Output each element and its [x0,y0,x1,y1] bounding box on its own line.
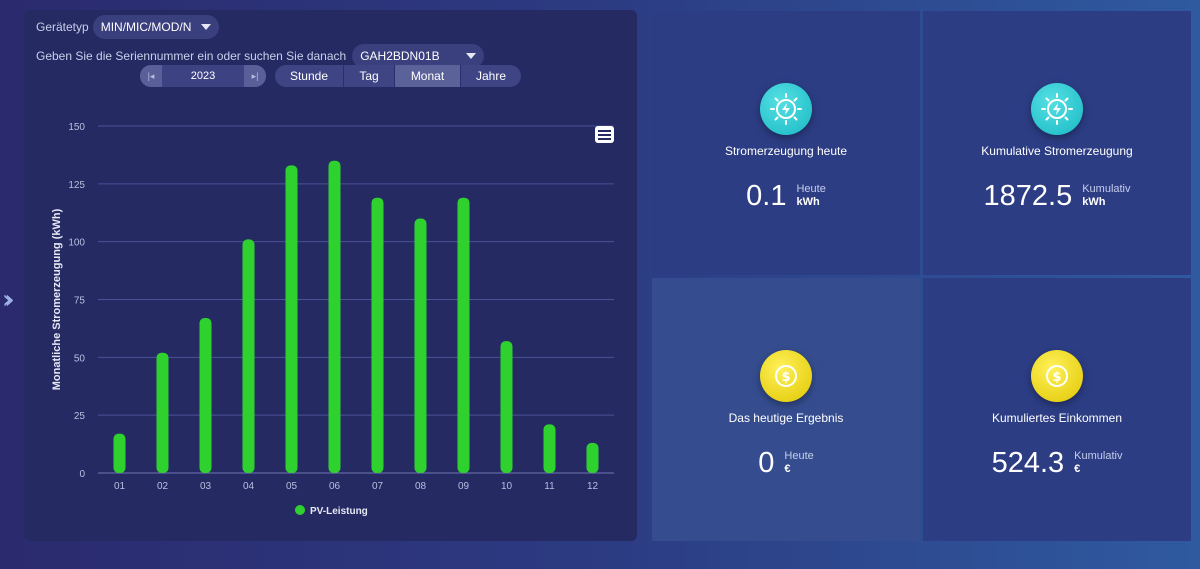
year-value[interactable]: 2023 [162,65,244,87]
period-row: |◂ 2023 ▸| Stunde Tag Monat Jahre [140,64,521,88]
x-tick-label: 01 [114,481,126,492]
x-tick-label: 10 [501,481,513,492]
bar [586,442,599,473]
y-tick-label: 50 [74,353,86,364]
x-tick-label: 12 [587,481,599,492]
y-tick-label: 75 [74,296,86,307]
tile-value: 524.3 [991,447,1065,479]
bar [371,197,384,474]
device-type-value: MIN/MIC/MOD/N [100,20,192,34]
device-type-label: Gerätetyp [36,20,89,34]
x-tick-label: 09 [458,481,470,492]
serial-row: Geben Sie die Seriennummer ein oder such… [36,44,484,68]
y-tick-label: 100 [68,238,85,249]
legend-marker [295,505,305,515]
legend-label: PV-Leistung [310,506,368,517]
bar [457,197,470,474]
tab-tag[interactable]: Tag [344,65,395,87]
chart-menu-icon[interactable] [595,126,614,143]
bar [500,341,513,473]
x-tick-label: 02 [157,481,169,492]
chevron-down-icon [201,24,212,30]
dollar-coin-icon: $ [760,350,812,402]
year-picker: |◂ 2023 ▸| [140,65,266,87]
tile-cumulative-generation: Kumulative Stromerzeugung 1872.5 Kumulat… [923,11,1191,275]
tile-value: 1872.5 [983,180,1073,212]
tile-unit-label: Heute [784,450,814,462]
y-tick-label: 150 [68,122,85,133]
tab-monat[interactable]: Monat [395,65,461,87]
chart-panel: Gerätetyp MIN/MIC/MOD/N Geben Sie die Se… [24,10,637,541]
tile-unit-label: Heute [796,183,826,195]
y-tick-label: 25 [74,411,86,422]
tile-generation-today: Stromerzeugung heute 0.1 Heute kWh [652,11,920,275]
tab-jahre[interactable]: Jahre [475,69,507,83]
svg-text:$: $ [781,370,790,385]
bar [285,165,298,473]
bar [414,218,427,473]
bar [113,433,126,473]
y-tick-label: 125 [68,180,85,191]
tile-unit-label: Kumulativ [1082,183,1131,195]
x-tick-label: 05 [286,481,298,492]
y-axis-label: Monatliche Stromerzeugung (kWh) [51,208,63,390]
y-tick-label: 0 [79,469,85,480]
dollar-coin-icon: $ [1031,350,1083,402]
tile-title: Stromerzeugung heute [724,144,848,158]
x-tick-label: 08 [415,481,427,492]
bar [328,160,341,473]
svg-text:$: $ [1052,370,1061,385]
x-tick-label: 04 [243,481,255,492]
period-tabs: Stunde Tag Monat Jahre [275,65,521,87]
tile-value: 0 [758,447,775,479]
device-type-row: Gerätetyp MIN/MIC/MOD/N [36,14,220,40]
serial-select[interactable]: GAH2BDN01B [352,44,484,68]
tile-title: Das heutige Ergebnis [728,411,844,425]
x-tick-label: 03 [200,481,212,492]
lightning-icon [1031,83,1083,135]
bar [543,424,556,473]
tile-today-earnings: $ Das heutige Ergebnis 0 Heute € [652,278,920,541]
device-type-select[interactable]: MIN/MIC/MOD/N [92,15,220,39]
bar [156,352,169,473]
expand-sidebar-icon[interactable]: ›› [2,285,15,315]
next-year-icon[interactable]: ▸| [244,65,266,87]
x-tick-label: 11 [544,481,555,492]
prev-year-icon[interactable]: |◂ [140,65,162,87]
x-tick-label: 06 [329,481,341,492]
tab-stunde[interactable]: Stunde [275,65,344,87]
serial-value: GAH2BDN01B [360,49,440,63]
tile-title: Kumuliertes Einkommen [991,411,1123,425]
tile-unit: € [784,463,791,475]
bar [199,318,212,473]
tile-unit: € [1074,463,1081,475]
tile-cumulative-income: $ Kumuliertes Einkommen 524.3 Kumulativ … [923,278,1191,541]
bar [242,239,255,473]
tile-title: Kumulative Stromerzeugung [981,144,1133,158]
chevron-down-icon [465,53,476,59]
tile-unit-label: Kumulativ [1074,450,1123,462]
tile-unit: kWh [796,196,820,208]
x-tick-label: 07 [372,481,384,492]
bar-chart: 0 25 50 75 100 125 150 01 02 03 04 05 06 07 08 09 10 11 12… [51,122,614,517]
lightning-icon [760,83,812,135]
tile-value: 0.1 [746,180,787,212]
tile-unit: kWh [1082,196,1106,208]
serial-label: Geben Sie die Seriennummer ein oder such… [36,49,347,63]
